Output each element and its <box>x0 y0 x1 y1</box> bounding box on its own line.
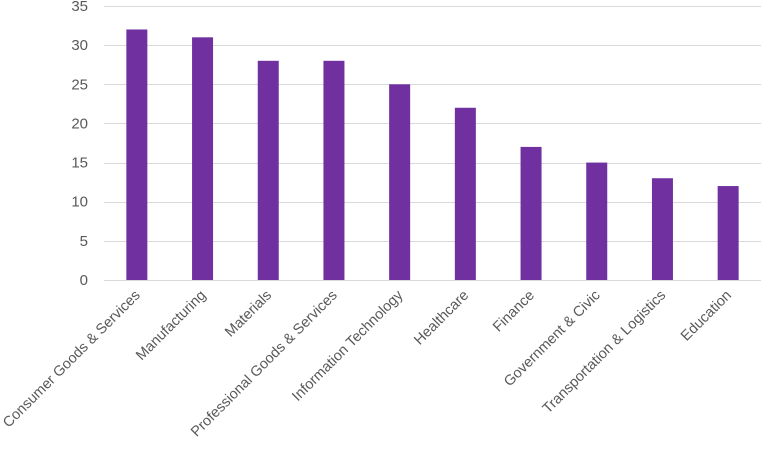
bar <box>126 29 148 280</box>
x-tick-label: Finance <box>490 288 538 336</box>
bar <box>520 146 542 280</box>
bar <box>323 60 345 280</box>
y-tick-label: 5 <box>80 233 88 250</box>
y-tick-label: 25 <box>71 76 88 93</box>
y-tick-label: 30 <box>71 37 88 54</box>
y-tick-label: 10 <box>71 194 88 211</box>
bar <box>192 37 214 280</box>
bar <box>389 84 411 281</box>
x-tick-label: Consumer Goods & Services <box>0 288 144 432</box>
x-tick-label: Education <box>678 288 735 345</box>
y-tick-label: 20 <box>71 115 88 132</box>
bar <box>586 162 608 280</box>
x-tick-label: Materials <box>222 288 275 341</box>
x-tick-label: Manufacturing <box>133 288 209 364</box>
bar <box>717 186 739 280</box>
grid-layer <box>104 6 761 281</box>
x-tick-label: Healthcare <box>411 288 472 349</box>
y-axis-tick-labels: 0 5 10 15 20 25 30 35 <box>71 0 88 289</box>
bar <box>651 178 673 280</box>
bar <box>257 60 279 280</box>
x-tick-label: Transportation & Logistics <box>540 288 669 417</box>
bar <box>454 107 476 281</box>
bars <box>126 29 739 281</box>
y-tick-label: 15 <box>71 155 88 172</box>
x-tick-label: Information Technology <box>289 287 407 405</box>
y-tick-label: 35 <box>71 0 88 15</box>
y-tick-label: 0 <box>80 272 88 289</box>
